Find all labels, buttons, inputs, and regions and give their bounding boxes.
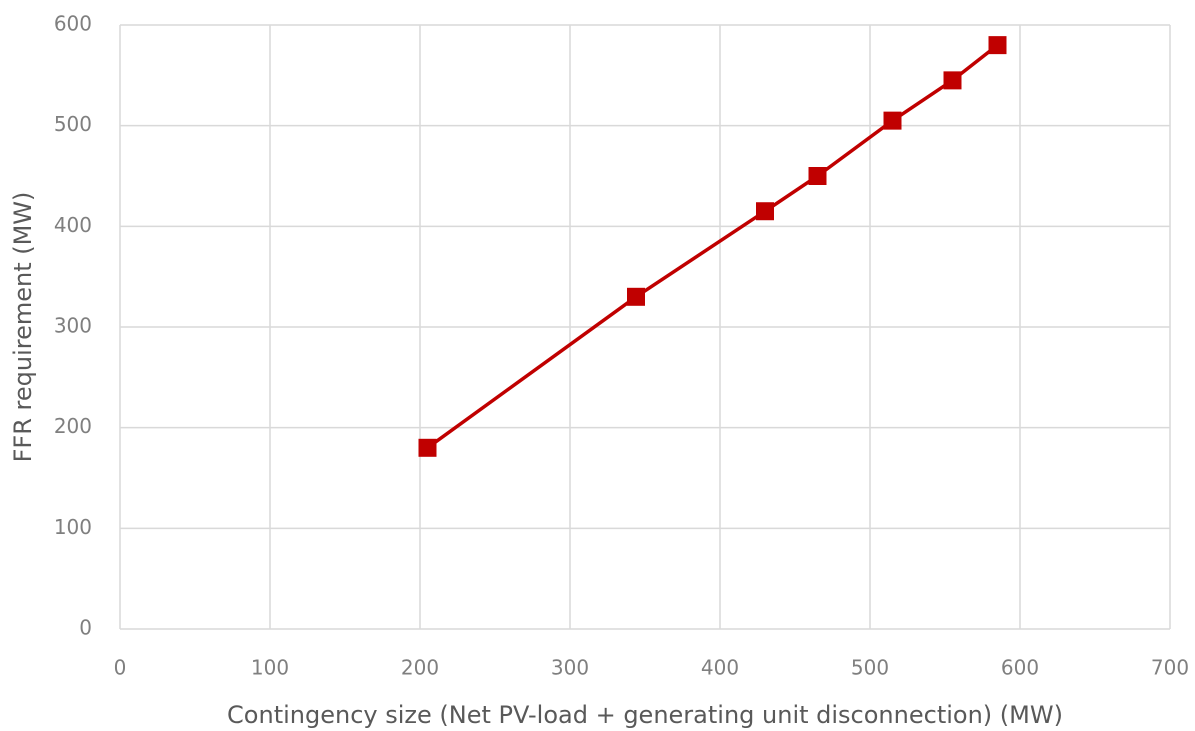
marker	[627, 287, 645, 306]
x-tick-label: 100	[251, 656, 289, 680]
x-tick-label: 600	[1001, 656, 1039, 680]
marker	[756, 202, 774, 221]
marker	[883, 111, 902, 130]
y-tick-label: 300	[54, 314, 92, 338]
y-tick-label: 600	[54, 12, 92, 36]
x-tick-label: 200	[401, 656, 439, 680]
y-tick-label: 100	[54, 515, 92, 539]
y-tick-label: 500	[54, 112, 92, 136]
x-axis-title: Contingency size (Net PV-load + generati…	[227, 701, 1063, 729]
y-tick-label: 400	[54, 213, 92, 237]
x-tick-label: 400	[701, 656, 739, 680]
marker	[943, 71, 962, 90]
x-tick-label: 0	[114, 656, 127, 680]
marker	[808, 167, 827, 185]
y-tick-label: 0	[79, 616, 92, 640]
y-tick-label: 200	[54, 414, 92, 438]
y-axis-title: FFR requirement (MW)	[9, 192, 37, 463]
x-tick-label: 700	[1151, 656, 1189, 680]
x-tick-label: 300	[551, 656, 589, 680]
marker	[418, 438, 437, 457]
series-line	[426, 43, 999, 450]
marker	[988, 36, 1007, 55]
x-tick-label: 500	[851, 656, 889, 680]
